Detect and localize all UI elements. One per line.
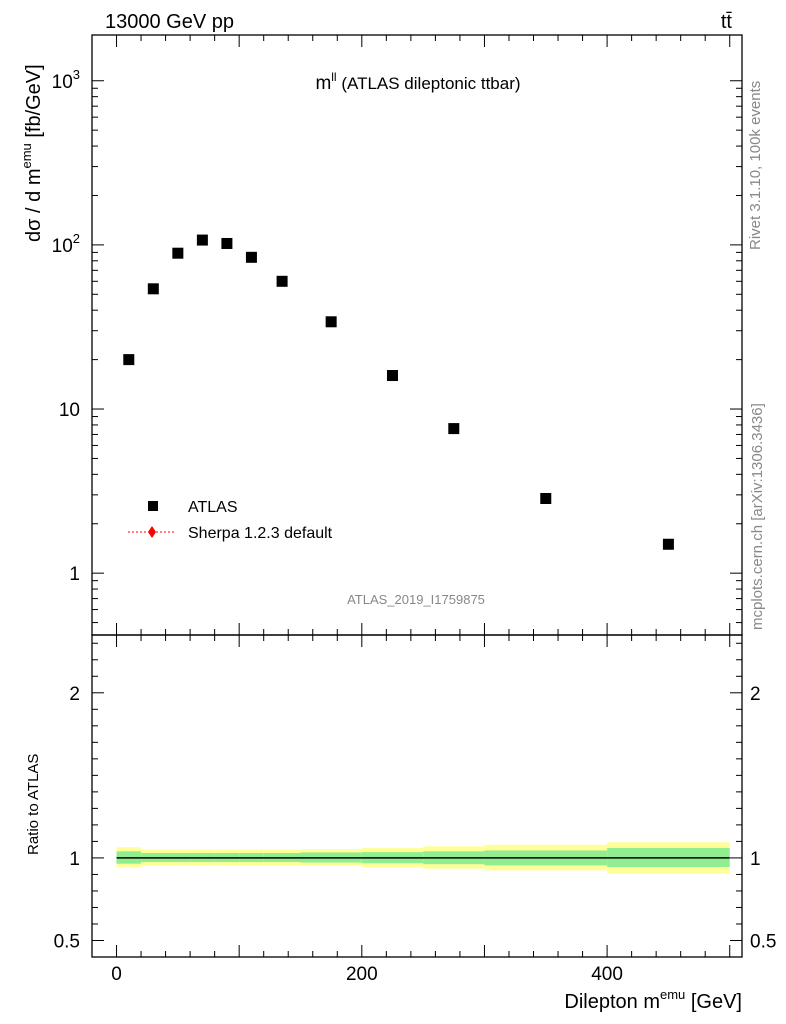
xlabel-pre: Dilepton m — [564, 991, 660, 1013]
ratio-ytick-label-right: 2 — [750, 684, 761, 705]
legend-sherpa-label: Sherpa 1.2.3 default — [188, 525, 333, 542]
main-frame — [91, 34, 743, 636]
ratio-xtick-label: 0 — [111, 964, 122, 985]
atlas-point — [221, 237, 233, 249]
legend-atlas-marker — [148, 501, 158, 511]
ratio-ylabel: Ratio to ATLAS — [25, 754, 42, 855]
ratio-panel: 0.5 0.5 1 1 2 2 0 200 400 Ratio to ATLAS Dilepto… — [25, 634, 777, 1013]
ratio-ticks — [92, 635, 742, 957]
ratio-tick-labels: 0.5 0.5 1 1 2 2 0 200 400 — [54, 684, 777, 985]
main-ytick-label: 102 — [52, 231, 80, 257]
atlas-point — [386, 370, 398, 382]
analysis-watermark: ATLAS_2019_I1759875 — [347, 592, 485, 607]
ratio-xtick-label: 400 — [591, 964, 623, 985]
ratio-ytick-label-left: 2 — [69, 684, 80, 705]
xlabel-post: [GeV] — [685, 991, 742, 1013]
xlabel-sup: emu — [660, 987, 685, 1002]
atlas-point — [123, 354, 135, 366]
main-points — [123, 234, 674, 550]
main-ticks — [92, 35, 742, 635]
ratio-frame — [91, 634, 743, 958]
atlas-point — [245, 251, 257, 263]
ratio-ytick-label-right: 0.5 — [750, 931, 776, 952]
energy-label: 13000 GeV pp — [105, 11, 234, 33]
atlas-point — [325, 316, 337, 328]
atlas-point — [196, 234, 208, 246]
main-ytick-label: 1 — [69, 564, 80, 585]
mcplots-label: mcplots.cern.ch [arXiv:1306.3436] — [749, 403, 766, 630]
main-ylabel-sup: emu — [19, 143, 34, 168]
main-ylabel-pre: dσ / d m — [23, 169, 45, 242]
ratio-xtick-label: 200 — [346, 964, 378, 985]
atlas-point — [662, 538, 674, 550]
rivet-label: Rivet 3.1.10, 100k events — [747, 81, 764, 250]
ratio-ytick-label-left: 0.5 — [54, 931, 80, 952]
legend-sherpa-marker — [148, 526, 156, 538]
main-title: mll (ATLAS dileptonic ttbar) — [315, 70, 520, 94]
ratio-ytick-label-right: 1 — [750, 849, 761, 870]
main-ylabel-post: [fb/GeV] — [23, 64, 45, 143]
atlas-point — [172, 247, 184, 259]
main-ytick-labels: 1 10 102 103 — [52, 67, 80, 585]
main-panel: 1 10 102 103 mll (ATLAS dileptonic ttbar) d… — [19, 34, 743, 636]
legend-atlas-label: ATLAS — [188, 499, 238, 516]
main-title-m: m — [315, 73, 331, 94]
legend: ATLAS Sherpa 1.2.3 default — [128, 499, 333, 542]
atlas-point — [540, 493, 552, 505]
process-label: tt̄ — [721, 11, 733, 33]
ratio-xlabel: Dilepton memu [GeV] — [564, 987, 742, 1013]
atlas-point — [147, 283, 159, 295]
main-title-rest: (ATLAS dileptonic ttbar) — [337, 74, 521, 93]
ratio-ytick-label-left: 1 — [69, 849, 80, 870]
main-ytick-label: 103 — [52, 67, 80, 93]
main-title-sup: ll — [331, 70, 336, 84]
main-ytick-label: 10 — [59, 400, 80, 421]
atlas-point — [276, 275, 288, 287]
atlas-point — [448, 423, 460, 435]
main-ylabel: dσ / d memu [fb/GeV] — [19, 64, 45, 242]
